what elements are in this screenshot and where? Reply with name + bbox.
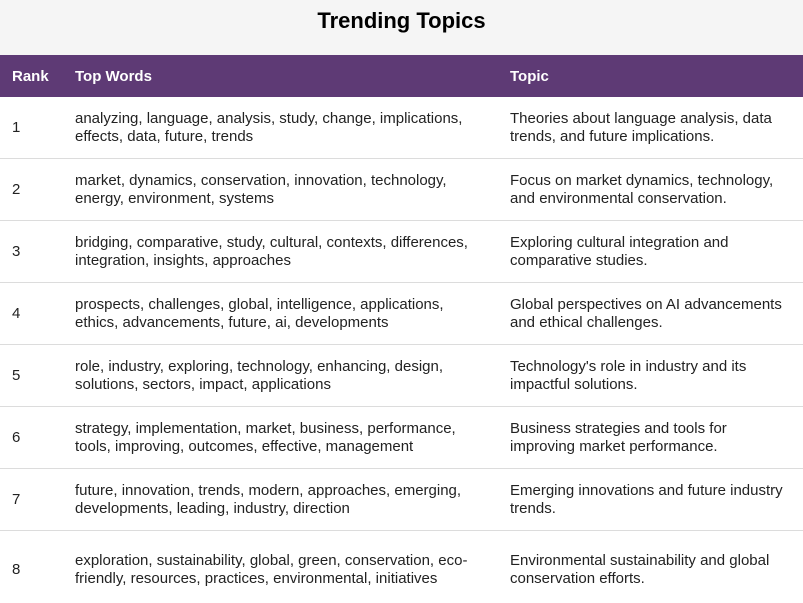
table-header: Rank Top Words Topic bbox=[0, 55, 803, 97]
header-row: Rank Top Words Topic bbox=[0, 55, 803, 97]
rank-cell: 2 bbox=[0, 158, 63, 221]
top-words-cell: prospects, challenges, global, intellige… bbox=[63, 282, 498, 345]
topic-cell: Emerging innovations and future industry… bbox=[498, 468, 803, 531]
top-words-cell: future, innovation, trends, modern, appr… bbox=[63, 468, 498, 531]
table-row: 3 bridging, comparative, study, cultural… bbox=[0, 220, 803, 283]
top-words-cell: analyzing, language, analysis, study, ch… bbox=[63, 97, 498, 159]
topic-cell: Focus on market dynamics, technology, an… bbox=[498, 158, 803, 221]
topics-table: Rank Top Words Topic 1 analyzing, langua… bbox=[0, 55, 803, 603]
rank-cell: 1 bbox=[0, 97, 63, 159]
rank-cell: 8 bbox=[12, 561, 21, 578]
rank-cell: 5 bbox=[0, 344, 63, 407]
table-body: 1 analyzing, language, analysis, study, … bbox=[0, 97, 803, 603]
column-header-top-words: Top Words bbox=[63, 55, 498, 97]
rank-cell: 3 bbox=[0, 220, 63, 283]
top-words-cell: bridging, comparative, study, cultural, … bbox=[63, 220, 498, 283]
rank-cell: 6 bbox=[0, 406, 63, 469]
top-words-cell: exploration, sustainability, global, gre… bbox=[75, 552, 468, 587]
table-row: 8 exploration, sustainability, global, g… bbox=[0, 531, 803, 603]
table-row: 6 strategy, implementation, market, busi… bbox=[0, 406, 803, 469]
rank-cell: 7 bbox=[0, 468, 63, 531]
topic-cell: Global perspectives on AI advancements a… bbox=[498, 282, 803, 345]
table-row: 4 prospects, challenges, global, intelli… bbox=[0, 282, 803, 345]
top-words-cell: role, industry, exploring, technology, e… bbox=[63, 344, 498, 407]
table-row: 5 role, industry, exploring, technology,… bbox=[0, 344, 803, 407]
column-header-rank: Rank bbox=[0, 55, 63, 97]
rank-cell: 4 bbox=[0, 282, 63, 345]
topic-cell: Environmental sustainability and global … bbox=[510, 552, 770, 587]
column-header-topic: Topic bbox=[498, 55, 803, 97]
title-bar: Trending Topics bbox=[0, 0, 803, 55]
table-row: 1 analyzing, language, analysis, study, … bbox=[0, 97, 803, 159]
topic-cell: Business strategies and tools for improv… bbox=[498, 406, 803, 469]
page-title: Trending Topics bbox=[317, 7, 486, 33]
table-row: 2 market, dynamics, conservation, innova… bbox=[0, 158, 803, 221]
top-words-cell: market, dynamics, conservation, innovati… bbox=[63, 158, 498, 221]
top-words-cell: strategy, implementation, market, busine… bbox=[63, 406, 498, 469]
topic-cell: Exploring cultural integration and compa… bbox=[498, 220, 803, 283]
table-row: 7 future, innovation, trends, modern, ap… bbox=[0, 468, 803, 531]
topic-cell: Technology's role in industry and its im… bbox=[498, 344, 803, 407]
topic-cell: Theories about language analysis, data t… bbox=[498, 97, 803, 159]
